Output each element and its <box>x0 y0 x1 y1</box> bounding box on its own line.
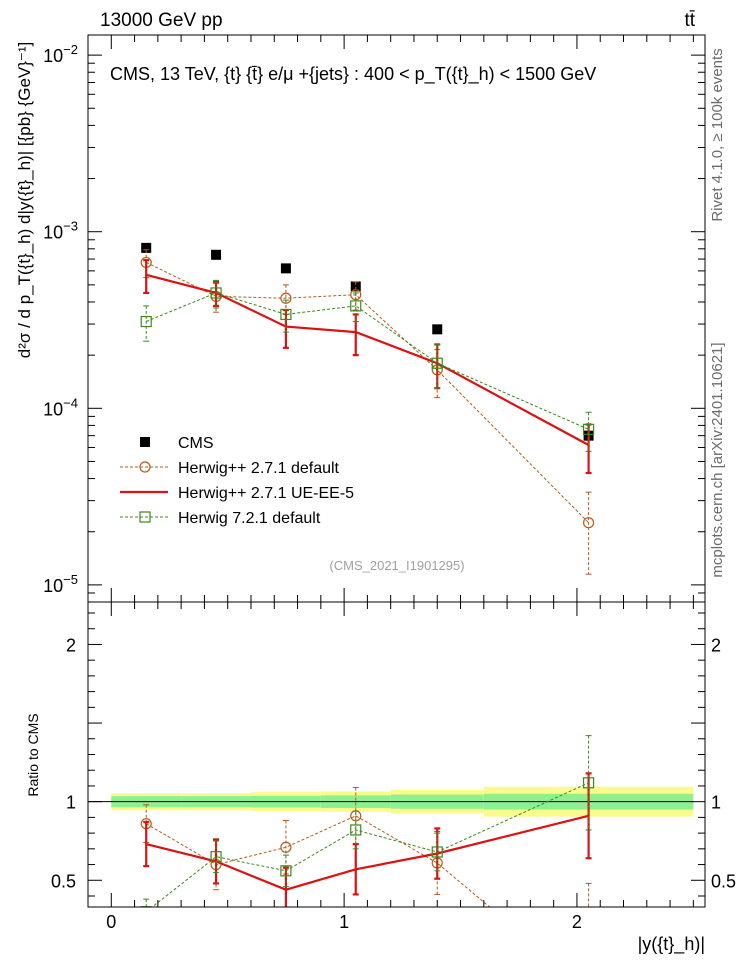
main-herwig-7-2-1-default-point <box>350 300 362 312</box>
main-cms-point <box>432 324 443 335</box>
ratio-herwig-2-7-1-default-line <box>145 815 491 907</box>
main-herwig-7-2-1-default-line <box>146 292 589 430</box>
main-herwig-7-2-1-default-point <box>280 308 292 321</box>
main-herwig-7-2-1-default-point <box>140 315 152 328</box>
legend-herwig-2-7-1-ue-ee-5-label: Herwig++ 2.7.1 UE-EE-5 <box>178 485 354 502</box>
energy-label: 13000 GeV pp <box>100 10 223 31</box>
main-title: CMS, 13 TeV, {t} {t̄} e/μ +{jets} : 400 … <box>110 64 596 85</box>
main-herwig-2-7-1-ue-ee-5-line <box>145 273 590 446</box>
main-y-tick-label: 10−3 <box>43 219 78 243</box>
main-y-axis-label: d²σ / d p_T({t}_h) d|y({t}_h)| [{pb} {Ge… <box>15 42 34 359</box>
main-cms-point <box>211 249 222 260</box>
ratio-y-tick-label-right: 0.5 <box>711 871 736 891</box>
ratio-y-tick-label: 1 <box>66 793 76 813</box>
ratio-y-tick-label-right: 2 <box>711 635 721 655</box>
ratio-herwig-7-2-1-default-point <box>431 846 443 858</box>
x-tick-label: 2 <box>572 912 582 932</box>
main-herwig-7-2-1-default-point <box>582 423 595 435</box>
main-herwig-2-7-1-default-point <box>280 292 292 304</box>
main-panel-data <box>140 242 595 575</box>
main-herwig-2-7-1-default-line <box>145 261 589 524</box>
ratio-y-tick-label: 2 <box>66 635 76 655</box>
ratio-herwig-7-2-1-default-point <box>140 906 152 907</box>
ratio-herwig-7-2-1-default-point <box>280 865 292 877</box>
ratio-herwig-7-2-1-default-point <box>582 777 595 789</box>
main-herwig-7-2-1-default-point <box>210 287 222 299</box>
ratio-y-tick-label: 0.5 <box>51 871 76 891</box>
ratio-herwig-2-7-1-ue-ee-5-line <box>145 814 589 891</box>
x-axis-label: |y({t}_h)| <box>638 934 705 955</box>
main-cms-point <box>141 242 152 253</box>
ratio-herwig-7-2-1-default-point <box>350 824 362 836</box>
main-cms-point <box>280 263 291 274</box>
x-tick-label: 0 <box>106 912 116 932</box>
main-herwig-2-7-1-default-point <box>582 517 595 529</box>
main-y-tick-label: 10−2 <box>43 42 78 66</box>
uncertainty-band-group <box>88 786 694 817</box>
ratio-herwig-7-2-1-default-line <box>151 782 589 907</box>
main-y-tick-label: 10−4 <box>43 395 78 419</box>
rivet-label: Rivet 4.1.0, ≥ 100k events <box>709 48 726 221</box>
ratio-herwig-2-7-1-default-point <box>280 841 292 853</box>
ratio-herwig-7-2-1-default-point <box>210 851 222 863</box>
legend-herwig-7-2-1-default-label: Herwig 7.2.1 default <box>178 510 321 527</box>
source-label: mcplots.cern.ch [arXiv:2401.10621] <box>709 342 726 577</box>
legend-herwig-7-2-1-default-marker <box>139 511 151 523</box>
watermark-label: (CMS_2021_I1901295) <box>329 558 464 573</box>
ratio-panel-data <box>140 735 595 907</box>
legend-cms-marker <box>140 437 150 447</box>
legend-herwig-2-7-1-default-label: Herwig++ 2.7.1 default <box>178 460 340 477</box>
legend: CMS Herwig++ 2.7.1 default Herwig++ 2.7.1 … <box>120 435 354 527</box>
x-tick-label: 1 <box>339 912 349 932</box>
process-label: tt̄ <box>684 10 695 31</box>
main-y-tick-label: 10−5 <box>43 572 78 596</box>
legend-herwig-2-7-1-default-marker <box>139 461 151 473</box>
main-herwig-7-2-1-default-point <box>431 357 443 369</box>
ratio-y-axis-label: Ratio to CMS <box>25 713 41 796</box>
main-cms-point <box>350 281 361 292</box>
ratio-y-tick-label-right: 1 <box>711 793 721 813</box>
legend-cms-label: CMS <box>178 435 214 452</box>
